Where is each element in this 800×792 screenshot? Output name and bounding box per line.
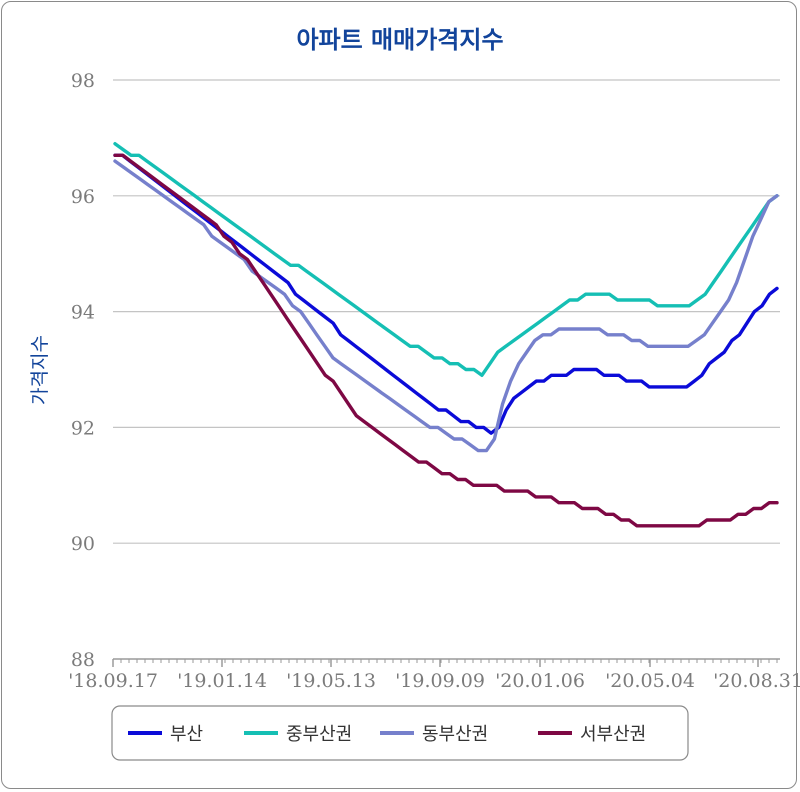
y-tick-label: 96 [71,186,95,208]
legend: 부산 중부산권 동부산권 서부산권 [111,705,689,761]
x-tick-label: '20.05.04 [605,670,695,692]
y-tick-labels: 98 96 94 92 90 88 [71,70,95,671]
x-tick-label: '18.09.17 [68,670,158,692]
legend-label: 중부산권 [286,724,352,745]
series-line-1 [113,142,779,377]
x-tick-label: '20.01.06 [495,670,585,692]
y-axis-label: 가격지수 [29,335,51,405]
legend-label: 부산 [170,724,203,745]
series-lines [113,142,779,528]
x-axis [112,658,780,667]
y-tick-label: 88 [71,649,95,671]
y-tick-label: 94 [71,302,95,324]
series-line-3 [113,153,779,528]
y-tick-label: 92 [71,417,95,439]
y-tick-label: 90 [71,533,95,555]
x-tick-label: '20.08.31 [713,670,800,692]
x-tick-label: '19.09.09 [395,670,485,692]
legend-label: 동부산권 [422,724,488,745]
chart-title: 아파트 매매가격지수 [296,26,503,54]
x-tick-label: '19.05.13 [286,670,376,692]
y-tick-label: 98 [71,70,95,92]
series-line-2 [113,159,779,453]
grid-lines [113,79,780,544]
x-tick-label: '19.01.14 [177,670,267,692]
x-tick-labels: '18.09.17 '19.01.14 '19.05.13 '19.09.09 '20.… [68,670,800,692]
legend-label: 서부산권 [580,724,646,745]
series-line-0 [113,153,779,435]
